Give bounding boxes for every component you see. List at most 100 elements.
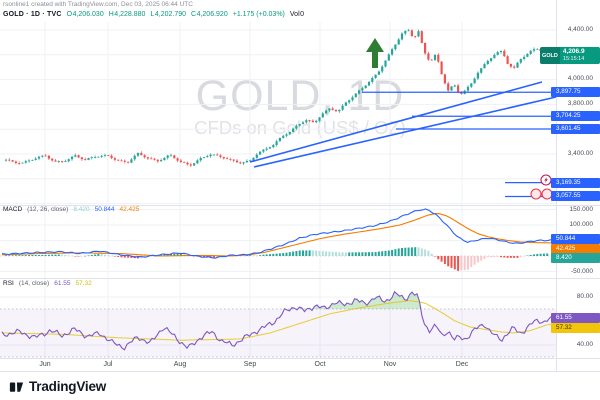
macd-histogram-bar: [318, 250, 321, 256]
macd-histogram-bar: [80, 256, 83, 257]
macd-histogram-bar: [38, 254, 40, 256]
macd-line: [1, 208, 556, 259]
candle-body: [509, 63, 512, 67]
candle-body: [318, 117, 321, 121]
candle-body: [490, 58, 493, 61]
legend-change: +1.175 (+0.03%): [232, 11, 285, 18]
macd-histogram-bar: [21, 255, 24, 256]
candle-body: [84, 159, 87, 160]
macd-histogram-bar: [64, 255, 67, 256]
trendline-drawing[interactable]: [253, 96, 557, 168]
macd-histogram-bar: [163, 254, 166, 256]
candle-body: [143, 155, 146, 158]
candle-body: [338, 109, 341, 112]
candle-body: [70, 156, 74, 160]
candle-body: [212, 154, 215, 156]
macd-histogram-bar: [387, 250, 390, 256]
candle-body: [282, 135, 285, 138]
macd-histogram-bar: [104, 254, 106, 256]
macd-histogram-bar: [272, 253, 275, 256]
macd-histogram-bar: [292, 251, 295, 256]
macd-histogram-bar: [500, 256, 502, 258]
macd-histogram-bar: [483, 256, 486, 259]
candle-body: [275, 141, 278, 146]
candle-body: [532, 49, 536, 51]
macd-histogram-bar: [262, 254, 265, 256]
arrow-up-drawing[interactable]: [366, 38, 384, 68]
candle-body: [437, 54, 440, 62]
candle-body: [67, 159, 70, 162]
rsi-value: 61.55: [54, 280, 71, 287]
macd-histogram-bar: [130, 256, 133, 258]
macd-histogram-bar: [463, 256, 466, 271]
macd-histogram-bar: [24, 255, 27, 256]
macd-histogram-bar: [90, 254, 93, 256]
candle-body: [443, 74, 446, 84]
macd-histogram-bar: [305, 250, 308, 256]
chart-canvas[interactable]: GOLD, 1D CFDs on Gold (US$ / OZ): [0, 0, 600, 372]
marker-circle-icon[interactable]: [541, 188, 553, 200]
candle-body: [140, 152, 143, 156]
candle-body: [404, 30, 407, 34]
marker-circle-icon[interactable]: [530, 188, 542, 200]
macd-histogram-bar: [259, 255, 262, 256]
macd-histogram-bar: [282, 253, 285, 256]
tradingview-logo[interactable]: TradingView: [9, 379, 106, 394]
macd-histogram-bar: [170, 253, 172, 256]
candle-body: [209, 154, 212, 157]
candle-body: [483, 64, 486, 69]
candle-body: [298, 124, 301, 126]
candle-body: [295, 125, 298, 129]
macd-histogram-bar: [311, 250, 314, 256]
candle-body: [394, 44, 397, 50]
macd-legend[interactable]: MACD (12, 26, close) 8.420 50.844 42.425: [3, 206, 139, 213]
macd-histogram-bar: [348, 252, 351, 256]
legend-open: O4,206.030: [66, 11, 104, 18]
macd-histogram-bar: [546, 253, 549, 256]
macd-histogram-bar: [252, 255, 255, 256]
macd-histogram-bar: [397, 248, 400, 256]
candle-body: [206, 156, 209, 158]
candle-body: [361, 88, 364, 91]
macd-histogram-bar: [100, 254, 103, 256]
candle-body: [523, 56, 526, 59]
macd-histogram-bar: [437, 256, 440, 260]
macd-histogram-bar: [516, 256, 519, 258]
candle-body: [374, 74, 377, 78]
macd-histogram-bar: [57, 254, 60, 256]
candle-body: [255, 154, 258, 158]
candle-body: [351, 97, 354, 101]
candle-body: [496, 52, 499, 55]
candle-body: [249, 160, 252, 162]
macd-histogram-bar: [325, 251, 328, 256]
macd-histogram-bar: [384, 250, 387, 256]
trendline-drawing[interactable]: [249, 81, 543, 163]
macd-hist-value: 8.420: [73, 206, 90, 213]
macd-histogram-bar: [467, 256, 469, 270]
candle-body: [90, 157, 93, 159]
candle-body: [344, 102, 347, 106]
time-scale[interactable]: Jun Jul Aug Sep Oct Nov Dec: [0, 358, 556, 372]
candle-body: [480, 68, 483, 73]
macd-histogram-bar: [173, 253, 176, 256]
candle-body: [536, 48, 539, 50]
rsi-legend[interactable]: RSI (14, close) 61.55 57.32: [3, 280, 92, 287]
candle-body: [18, 163, 21, 164]
candle-body: [321, 113, 324, 118]
candle-body: [539, 48, 542, 52]
candle-body: [259, 151, 262, 155]
candle-body: [400, 33, 404, 40]
macd-histogram-bar: [453, 256, 456, 270]
macd-histogram-bar: [61, 254, 64, 256]
legend-close: C4,206.920: [191, 11, 228, 18]
macd-histogram-bar: [11, 255, 14, 256]
candle-body: [325, 110, 328, 114]
macd-histogram-bar: [377, 251, 380, 256]
candle-body: [407, 30, 410, 32]
rsi-band: [0, 309, 556, 357]
candle-body: [229, 158, 232, 160]
legend-symbol-title[interactable]: GOLD · 1D · TVC: [3, 11, 62, 18]
symbol-legend[interactable]: GOLD · 1D · TVC O4,206.030 H4,228.880 L4…: [3, 11, 304, 18]
macd-histogram-bar: [368, 252, 370, 256]
